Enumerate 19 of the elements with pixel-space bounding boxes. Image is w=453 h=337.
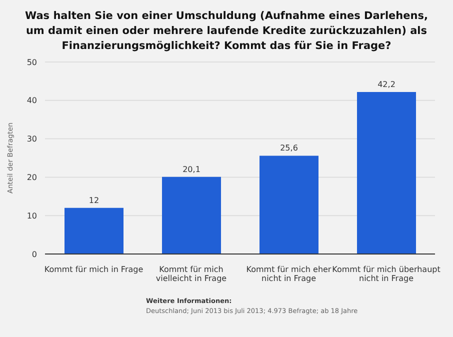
- x-tick-label: Kommt für mich eher nicht in Frage: [246, 265, 332, 283]
- y-tick-label: 10: [26, 211, 37, 220]
- x-tick-label: Kommt für mich überhaupt nicht in Frage: [332, 265, 440, 283]
- y-tick-label: 0: [32, 250, 37, 259]
- data-label: 25,6: [280, 144, 298, 153]
- bar: [260, 156, 318, 254]
- bar: [357, 92, 416, 254]
- chart-title: Was halten Sie von einer Umschuldung (Aufnahme eines Darlehens, um damit einen oder mehrere laufende Kredite zurückzuzahlen) als Finanzierungsmöglichkeit? Kommt das für Sie in Frage?: [24, 9, 429, 54]
- data-label: 12: [88, 196, 100, 205]
- x-tick-label: Kommt für mich vielleicht in Frage: [156, 265, 227, 283]
- bar: [64, 208, 124, 254]
- y-tick-label: 40: [26, 96, 37, 106]
- bar: [162, 176, 221, 254]
- data-label: 20,1: [182, 164, 200, 174]
- x-tick-label: Kommt für mich in Frage: [44, 265, 144, 274]
- y-tick-label: 30: [26, 134, 37, 144]
- data-label: 42,2: [378, 80, 396, 89]
- y-tick-label: 20: [26, 173, 37, 182]
- y-tick-label: 50: [26, 58, 37, 67]
